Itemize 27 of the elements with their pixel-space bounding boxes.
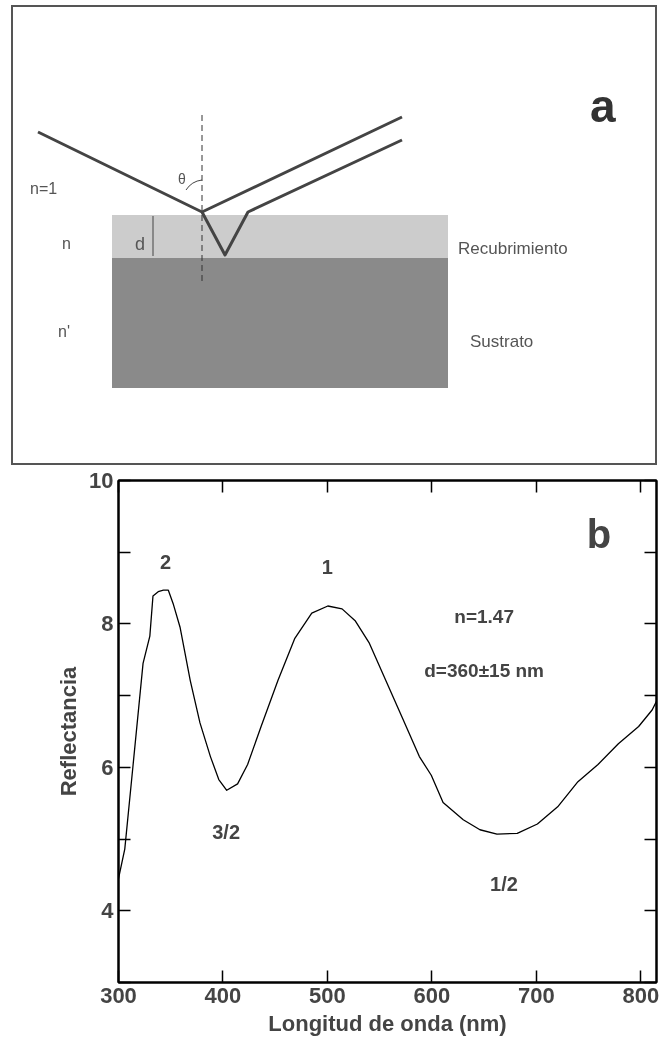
annotation: 2 [159, 551, 172, 574]
annotation: 3/2 [212, 820, 241, 843]
annotation: b [586, 511, 612, 556]
y-tick-label: 8 [101, 611, 114, 637]
x-axis-title: Longitud de onda (nm) [268, 1010, 507, 1036]
text: n' [58, 323, 70, 341]
x-tick-label: 800 [622, 982, 660, 1008]
y-tick-label: 6 [101, 754, 114, 780]
annotation: 1/2 [490, 873, 518, 896]
annotation: n=1.47 [454, 606, 514, 628]
text: a [590, 80, 616, 133]
x-tick-label: 300 [100, 982, 137, 1008]
text: θ [178, 170, 186, 187]
text: n [62, 235, 71, 253]
y-tick-label: 10 [89, 468, 114, 493]
y-tick-label: 4 [101, 898, 115, 924]
x-tick-label: 700 [518, 982, 555, 1008]
x-tick-label: 500 [309, 982, 346, 1008]
text: n=1 [30, 180, 58, 198]
x-tick-label: 600 [413, 982, 451, 1008]
text: Sustrato [470, 332, 534, 352]
x-tick-label: 400 [204, 982, 242, 1008]
y-axis-title: Reflectancia [56, 665, 82, 797]
annotation: d=360±15 nm [424, 660, 545, 682]
text: d [135, 233, 146, 254]
text: Recubrimiento [458, 239, 568, 259]
annotation: 1 [321, 555, 333, 578]
